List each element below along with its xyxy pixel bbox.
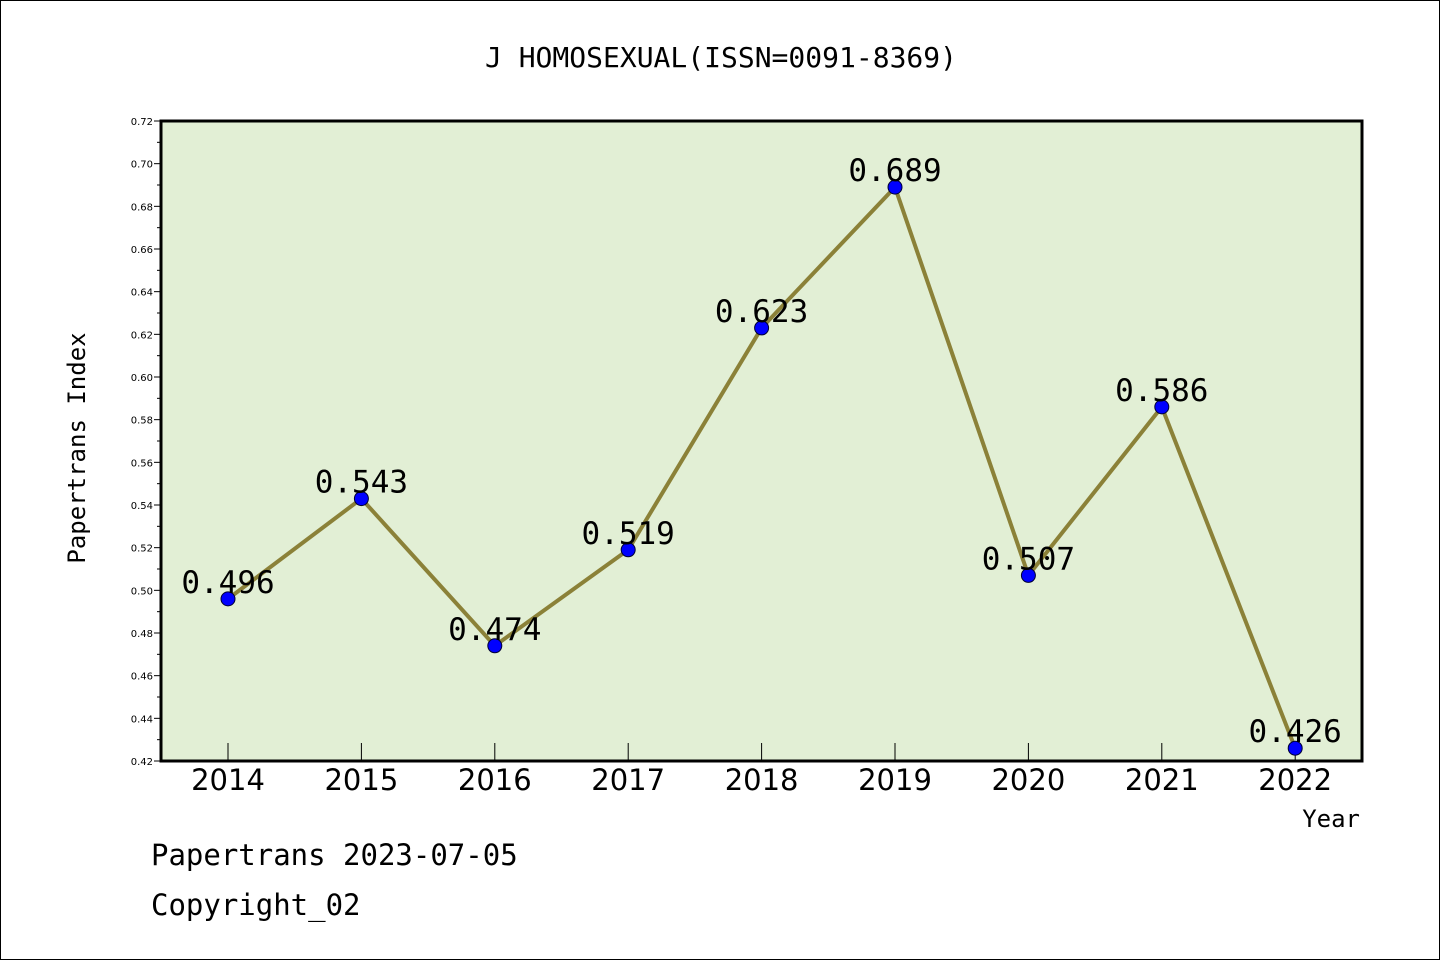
y-tick-label: 0.72 (131, 117, 153, 128)
y-tick-label: 0.56 (131, 458, 153, 469)
data-point (487, 638, 503, 654)
y-axis: 0.42 0.44 0.46 0.48 0.50 0.52 0.54 0.56 0.58 0.60… (131, 117, 161, 768)
data-point (1154, 399, 1170, 415)
data-label: 0.543 (315, 465, 408, 501)
y-tick-label: 0.62 (131, 330, 153, 341)
x-tick-label: 2016 (458, 763, 532, 797)
data-label: 0.496 (181, 565, 274, 601)
data-point (887, 179, 903, 195)
y-tick-label: 0.46 (131, 672, 153, 683)
y-tick-label: 0.50 (131, 586, 153, 597)
x-tick-label: 2021 (1125, 763, 1199, 797)
chart-title: J HOMOSEXUAL(ISSN=0091-8369) (485, 41, 957, 74)
x-tick-label: 2022 (1258, 763, 1332, 797)
data-label: 0.586 (1115, 373, 1208, 409)
footer-date-line: Papertrans 2023-07-05 (151, 838, 518, 872)
y-tick-label: 0.52 (131, 544, 153, 555)
series-0: 0.496 0.543 0.474 0.519 0.623 0.689 0.507 0.586… (181, 153, 1342, 756)
y-tick-label: 0.54 (131, 501, 153, 512)
x-tick-label: 2020 (991, 763, 1065, 797)
y-tick-label: 0.70 (131, 160, 153, 171)
y-axis-label: Papertrans Index (63, 332, 91, 563)
data-point (620, 542, 636, 558)
x-axis-label: Year (1302, 805, 1360, 833)
y-tick-label: 0.66 (131, 245, 153, 256)
y-tick-label: 0.42 (131, 757, 153, 768)
x-tick-label: 2017 (591, 763, 665, 797)
y-tick-label: 0.60 (131, 373, 153, 384)
data-label: 0.474 (448, 612, 541, 648)
data-label: 0.507 (982, 541, 1075, 577)
plot-area (159, 119, 1364, 763)
data-point (220, 591, 236, 607)
y-tick-label: 0.68 (131, 202, 153, 213)
data-label: 0.519 (582, 516, 675, 552)
x-tick-label: 2015 (324, 763, 398, 797)
data-label: 0.426 (1249, 714, 1342, 750)
x-tick-label: 2014 (191, 763, 265, 797)
y-tick-label: 0.44 (131, 714, 153, 725)
data-point (754, 320, 770, 336)
data-label: 0.623 (715, 294, 808, 330)
y-tick-label: 0.58 (131, 416, 153, 427)
x-tick-label: 2019 (858, 763, 932, 797)
y-tick-label: 0.48 (131, 629, 153, 640)
data-label: 0.689 (848, 153, 941, 189)
footer-copyright: Copyright_02 (151, 888, 361, 923)
data-point (1020, 567, 1036, 583)
y-tick-label: 0.64 (131, 288, 153, 299)
data-point (353, 491, 369, 507)
x-tick-label: 2018 (725, 763, 799, 797)
x-axis: 2014 2015 2016 2017 2018 2019 2020 2021 2022 (191, 743, 1332, 797)
data-point (1287, 740, 1303, 756)
